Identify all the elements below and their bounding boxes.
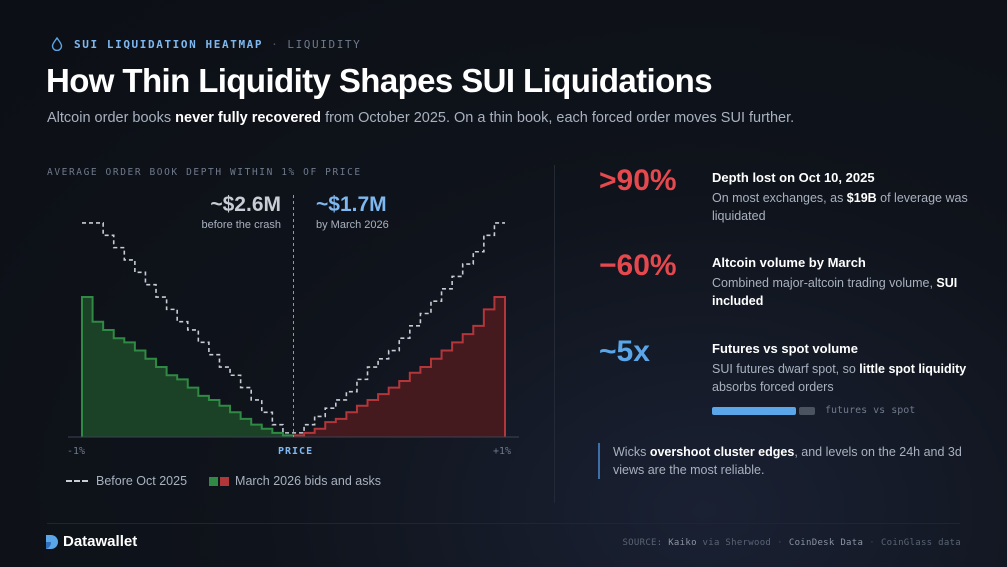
- asks-area: [293, 297, 505, 437]
- chart-title: AVERAGE ORDER BOOK DEPTH WITHIN 1% OF PR…: [47, 167, 362, 178]
- spot-bar: [799, 406, 815, 415]
- page-title: How Thin Liquidity Shapes SUI Liquidatio…: [46, 62, 713, 99]
- annotation-before-value: ~$2.6M: [210, 193, 281, 216]
- legend-red-swatch: [220, 476, 230, 486]
- kicker-secondary: LIQUIDITY: [287, 37, 362, 51]
- subtitle-pre: Altcoin order books: [47, 110, 176, 126]
- chart-legend: Before Oct 2025 March 2026 bids and asks: [66, 474, 381, 488]
- stat-value: ~5x: [599, 335, 650, 368]
- futures-spot-ratio-bar: futures vs spot: [712, 405, 915, 416]
- legend-green-swatch: [209, 476, 219, 486]
- stat-heading: Futures vs spot volume: [712, 341, 858, 356]
- stat-description: SUI futures dwarf spot, so little spot l…: [712, 362, 967, 394]
- kicker-separator: ·: [271, 37, 280, 51]
- annotation-before: ~$2.6M before the crash: [202, 193, 282, 231]
- depth-chart: [68, 195, 519, 438]
- datawallet-logo-icon: [46, 534, 58, 549]
- x-tick-max: +1%: [493, 446, 512, 457]
- callout-note: Wicks overshoot cluster edges, and level…: [598, 443, 968, 479]
- bids-area: [82, 297, 294, 437]
- annotation-after: ~$1.7M by March 2026: [316, 193, 389, 231]
- stat-heading: Depth lost on Oct 10, 2025: [712, 170, 875, 185]
- kicker: SUI LIQUIDATION HEATMAP · LIQUIDITY: [50, 37, 361, 51]
- sui-drop-icon: [51, 37, 63, 51]
- stat-heading: Altcoin volume by March: [712, 255, 866, 270]
- stat-value: >90%: [599, 164, 677, 197]
- subtitle-post: from October 2025. On a thin book, each …: [321, 110, 795, 126]
- x-tick-price: PRICE: [278, 446, 314, 457]
- legend-after-label: March 2026 bids and asks: [235, 474, 381, 488]
- legend-before-label: Before Oct 2025: [96, 474, 188, 488]
- ratio-label: futures vs spot: [825, 405, 916, 416]
- annotation-after-caption: by March 2026: [316, 219, 389, 231]
- legend-dashed-swatch: [66, 480, 88, 482]
- x-tick-min: -1%: [67, 446, 86, 457]
- vertical-divider: [554, 165, 555, 503]
- asks-line: [293, 296, 506, 437]
- bids-line: [81, 296, 294, 437]
- brand-logo[interactable]: Datawallet: [46, 533, 137, 550]
- subtitle-bold: never fully recovered: [175, 110, 322, 126]
- stat-description: On most exchanges, as $19B of leverage w…: [712, 191, 968, 223]
- stat-value: −60%: [599, 249, 677, 282]
- stat-description: Combined major-altcoin trading volume, S…: [712, 276, 958, 308]
- futures-bar: [712, 406, 796, 415]
- footer-divider: [47, 523, 960, 524]
- kicker-primary: SUI LIQUIDATION HEATMAP: [74, 37, 264, 51]
- page-subtitle: Altcoin order books never fully recovere…: [47, 110, 794, 126]
- annotation-before-caption: before the crash: [201, 219, 282, 231]
- source-credits: SOURCE: Kaiko via Sherwood · CoinDesk Data…: [622, 538, 961, 548]
- brand-name: Datawallet: [63, 533, 138, 550]
- annotation-after-value: ~$1.7M: [316, 193, 387, 216]
